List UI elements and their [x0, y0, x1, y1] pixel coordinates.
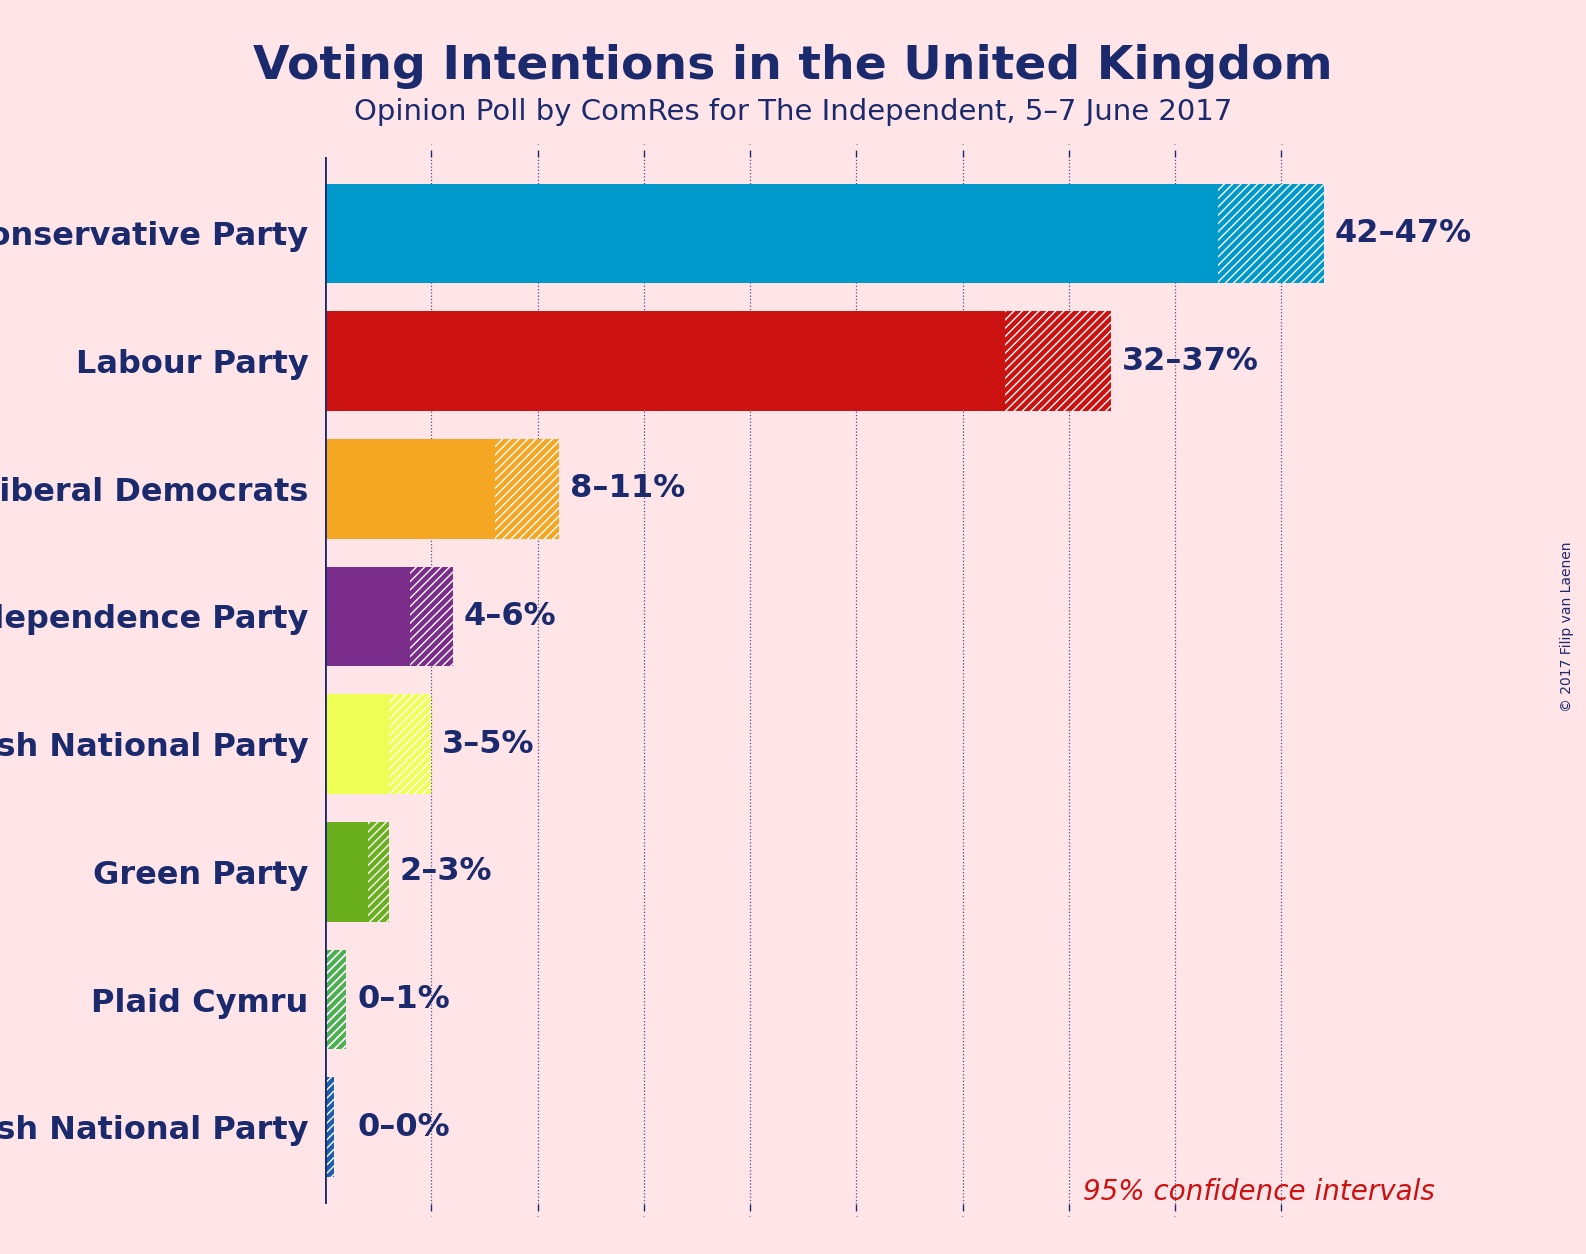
Bar [1006, 311, 1112, 411]
Bar [368, 823, 389, 922]
Bar [325, 311, 1006, 411]
Text: 8–11%: 8–11% [569, 473, 685, 504]
Bar [325, 183, 1218, 283]
Bar [325, 823, 368, 922]
Text: 32–37%: 32–37% [1121, 346, 1259, 376]
Text: Voting Intentions in the United Kingdom: Voting Intentions in the United Kingdom [254, 44, 1332, 89]
Bar [325, 949, 346, 1050]
Bar [411, 567, 452, 666]
Bar [325, 949, 346, 1050]
Bar [325, 439, 495, 538]
Text: 3–5%: 3–5% [442, 729, 534, 760]
Bar [1218, 183, 1324, 283]
Text: 2–3%: 2–3% [400, 856, 492, 888]
Bar [389, 695, 431, 794]
Bar [325, 949, 346, 1050]
Text: © 2017 Filip van Laenen: © 2017 Filip van Laenen [1561, 542, 1573, 712]
Bar [1218, 183, 1324, 283]
Bar [389, 695, 431, 794]
Bar [1006, 311, 1112, 411]
Bar [495, 439, 558, 538]
Text: 95% confidence intervals: 95% confidence intervals [1083, 1179, 1435, 1206]
Text: Opinion Poll by ComRes for The Independent, 5–7 June 2017: Opinion Poll by ComRes for The Independe… [354, 98, 1232, 125]
Bar [325, 949, 346, 1050]
Text: 0–1%: 0–1% [357, 984, 450, 1014]
Text: 0–0%: 0–0% [357, 1112, 450, 1142]
Bar [325, 567, 411, 666]
Text: 42–47%: 42–47% [1334, 218, 1472, 248]
Bar [325, 695, 389, 794]
Text: 4–6%: 4–6% [463, 601, 557, 632]
Bar [495, 439, 558, 538]
Bar [325, 1077, 333, 1178]
Bar [368, 823, 389, 922]
Bar [325, 1077, 333, 1178]
Bar [411, 567, 452, 666]
